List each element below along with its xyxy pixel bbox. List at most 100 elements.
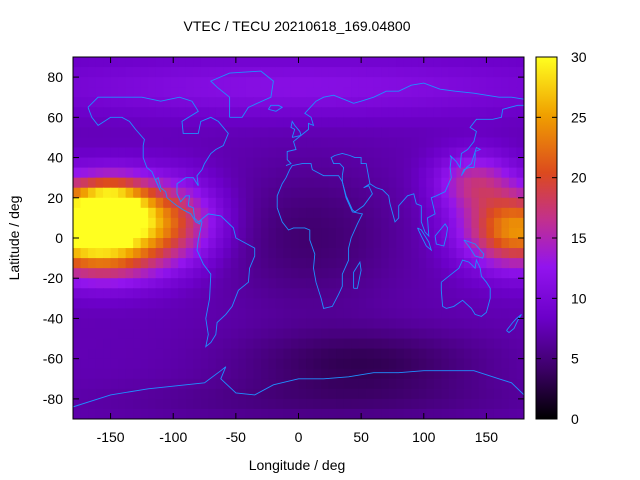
heatmap-cell xyxy=(448,288,457,299)
heatmap-cell xyxy=(343,117,352,128)
heatmap-cell xyxy=(238,127,247,139)
heatmap-cell xyxy=(411,87,420,98)
heatmap-cell xyxy=(403,318,412,330)
heatmap-cell xyxy=(426,167,435,179)
heatmap-cell xyxy=(193,378,202,390)
heatmap-cell xyxy=(253,227,262,239)
heatmap-cell xyxy=(73,338,82,350)
heatmap-cell xyxy=(321,278,330,289)
heatmap-cell xyxy=(290,87,300,98)
heatmap-cell xyxy=(366,248,375,259)
heatmap-cell xyxy=(140,388,149,400)
heatmap-cell xyxy=(418,408,427,419)
heatmap-cell xyxy=(373,177,382,189)
heatmap-cell xyxy=(508,67,518,78)
heatmap-cell xyxy=(471,298,480,309)
heatmap-cell xyxy=(411,207,420,219)
heatmap-cell xyxy=(200,398,209,410)
heatmap-cell xyxy=(193,318,202,330)
heatmap-cell xyxy=(88,388,97,400)
heatmap-cell xyxy=(336,197,345,209)
heatmap-cell xyxy=(478,318,488,330)
heatmap-cell xyxy=(388,388,397,400)
heatmap-cell xyxy=(478,67,488,78)
heatmap-cell xyxy=(313,197,322,209)
heatmap-cell xyxy=(290,248,300,259)
heatmap-cell xyxy=(80,308,89,320)
heatmap-cell xyxy=(133,77,142,88)
heatmap-cell xyxy=(253,248,262,259)
heatmap-cell xyxy=(388,177,397,189)
heatmap-cell xyxy=(403,408,412,419)
heatmap-cell xyxy=(103,308,112,320)
heatmap-cell xyxy=(456,248,465,259)
heatmap-cell xyxy=(260,207,270,219)
heatmap-cell xyxy=(253,87,262,98)
heatmap-cell xyxy=(155,197,164,209)
heatmap-cell xyxy=(336,398,345,410)
heatmap-cell xyxy=(471,67,480,78)
heatmap-cell xyxy=(388,127,397,139)
heatmap-cell xyxy=(358,227,367,239)
heatmap-cell xyxy=(230,117,239,128)
heatmap-cell xyxy=(433,358,442,370)
heatmap-cell xyxy=(366,298,375,309)
heatmap-cell xyxy=(373,398,382,410)
heatmap-cell xyxy=(441,288,450,299)
heatmap-cell xyxy=(403,197,412,209)
heatmap-cell xyxy=(110,288,119,299)
heatmap-cell xyxy=(125,177,134,189)
heatmap-cell xyxy=(373,197,382,209)
heatmap-cell xyxy=(260,157,270,169)
heatmap-cell xyxy=(373,107,382,118)
heatmap-cell xyxy=(463,318,472,330)
heatmap-cell xyxy=(80,177,89,189)
heatmap-cell xyxy=(275,67,285,78)
heatmap-cell xyxy=(268,408,277,419)
heatmap-cell xyxy=(268,87,277,98)
heatmap-cell xyxy=(73,388,82,400)
heatmap-cell xyxy=(373,388,382,400)
heatmap-cell xyxy=(441,408,450,419)
heatmap-cell xyxy=(110,137,119,149)
heatmap-cell xyxy=(426,358,435,370)
heatmap-cell xyxy=(328,348,337,360)
heatmap-cell xyxy=(396,107,405,118)
heatmap-cell xyxy=(358,217,367,229)
heatmap-cell xyxy=(306,258,315,269)
heatmap-cell xyxy=(290,227,300,239)
heatmap-cell xyxy=(95,217,104,229)
heatmap-cell xyxy=(155,348,164,360)
heatmap-cell xyxy=(336,368,345,380)
heatmap-cell xyxy=(381,227,390,239)
heatmap-cell xyxy=(73,207,82,219)
heatmap-cell xyxy=(441,238,450,249)
heatmap-cell xyxy=(411,278,420,289)
heatmap-cell xyxy=(448,348,457,360)
heatmap-cell xyxy=(396,258,405,269)
heatmap-cell xyxy=(508,107,518,118)
heatmap-cell xyxy=(343,258,352,269)
heatmap-cell xyxy=(426,127,435,139)
heatmap-cell xyxy=(245,298,254,309)
heatmap-cell xyxy=(140,248,149,259)
heatmap-cell xyxy=(223,388,232,400)
heatmap-cell xyxy=(298,238,307,249)
heatmap-cell xyxy=(260,348,270,360)
heatmap-cell xyxy=(411,227,420,239)
heatmap-cell xyxy=(501,227,510,239)
coastline xyxy=(285,82,524,167)
heatmap-cell xyxy=(448,137,457,149)
heatmap-cell xyxy=(328,97,337,108)
heatmap-cell xyxy=(148,408,157,419)
heatmap-cell xyxy=(200,107,209,118)
heatmap-cell xyxy=(88,197,97,209)
heatmap-cell xyxy=(268,97,277,108)
heatmap-cell xyxy=(163,147,172,159)
heatmap-cell xyxy=(185,117,194,128)
heatmap-cell xyxy=(223,197,232,209)
heatmap-cell xyxy=(73,268,82,279)
heatmap-cell xyxy=(328,338,337,350)
heatmap-cell xyxy=(306,248,315,259)
